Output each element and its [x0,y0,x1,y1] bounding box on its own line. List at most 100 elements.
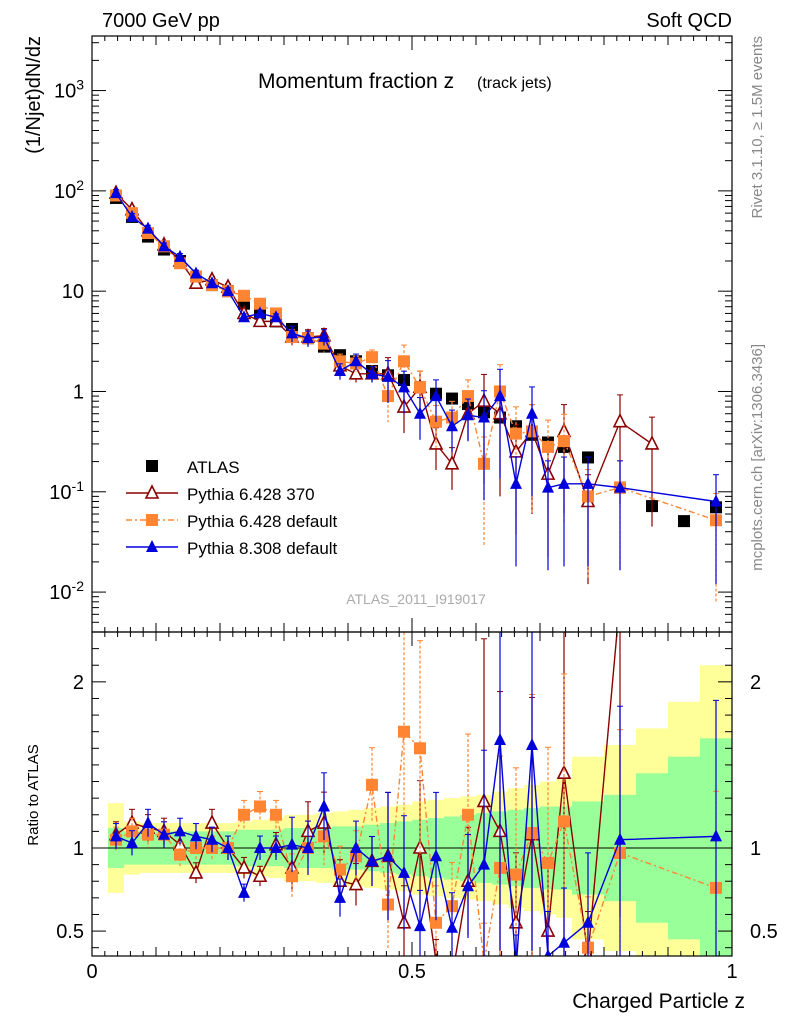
ratio-series-pythia-8-308-default [110,632,722,974]
ratio-point-pythia-8-308-default [222,841,234,853]
main-point-pythia-6-428-default [542,440,554,453]
main-point-pythia-6-428-370 [612,412,628,428]
ratio-point-pythia-8-308-default [302,841,314,853]
ratio-point-pythia-6-428-370 [556,764,572,780]
main-series-pythia-8-308-default [110,186,722,585]
ratio-y-tick-label: 1 [73,838,84,860]
ratio-point-pythia-8-308-default [430,849,442,862]
legend-marker [146,514,158,526]
main-point-pythia-8-308-default [542,480,554,493]
ratio-point-pythia-6-428-default [430,916,442,929]
main-point-pythia-8-308-default [430,389,442,402]
ratio-point-pythia-6-428-default [510,868,522,881]
ratio-point-pythia-6-428-default [238,808,250,821]
ratio-point-pythia-8-308-default [414,919,426,932]
y-tick-label: 10-2 [49,578,84,604]
ratio-point-pythia-6-428-default [542,856,554,869]
ratio-point-pythia-8-308-default [366,854,378,867]
ratio-y-tick-label: 2 [73,672,84,694]
main-point-pythia-8-308-default [366,366,378,379]
ratio-point-pythia-6-428-370 [188,864,204,879]
ratio-point-pythia-8-308-default [558,935,570,948]
ratio-point-pythia-8-308-default [526,737,538,750]
main-point-pythia-8-308-default [510,476,522,489]
main-point-pythia-8-308-default [110,186,122,199]
ratio-point-pythia-8-308-default [158,827,170,840]
main-point-pythia-8-308-default [286,326,298,339]
main-point-pythia-8-308-default [142,221,154,234]
axis-ticks [91,36,733,956]
ratio-point-pythia-6-428-default [558,815,570,828]
y-tick-label: 10 [62,281,84,303]
ratio-point-pythia-8-308-default [190,829,202,842]
ratio-point-pythia-6-428-default [254,800,266,813]
ratio-line-pythia-6-428-default [115,730,717,956]
x-tick-label: 1 [726,961,737,983]
main-point-pythia-6-428-370 [348,365,364,380]
main-point-pythia-8-308-default [270,310,282,323]
main-point-pythia-8-308-default [526,406,538,419]
main-point-pythia-8-308-default [174,249,186,262]
ratio-point-pythia-8-308-default [206,832,218,845]
main-point-pythia-6-428-default [558,435,570,448]
legend: ATLAS Pythia 6.428 370 Pythia 6.428 defaul… [126,458,338,558]
main-point-pythia-8-308-default [350,354,362,367]
data-series [108,184,722,983]
ratio-point-pythia-6-428-default [334,863,346,876]
ratio-point-pythia-8-308-default [494,733,506,745]
mcplots-reference-label: mcplots.cern.ch [arXiv:1306.3436] [749,344,766,571]
main-point-atlas [678,515,690,528]
main-point-pythia-8-308-default [398,380,410,393]
ratio-y-tick-label-right: 2 [750,672,761,694]
main-point-pythia-8-308-default [558,476,570,489]
main-point-pythia-8-308-default [302,331,314,344]
main-point-pythia-8-308-default [462,408,474,421]
ratio-point-pythia-6-428-default [270,808,282,821]
plot-title-main: Momentum fraction z [258,70,454,93]
ratio-point-pythia-6-428-default [174,848,186,861]
legend-marker [146,540,158,552]
ratio-point-pythia-8-308-default [334,890,346,903]
ratio-point-pythia-6-428-default [414,742,426,755]
ratio-point-pythia-8-308-default [382,849,394,862]
ratio-point-pythia-8-308-default [510,962,522,974]
ratio-point-pythia-6-428-370 [446,971,458,983]
ratio-y-tick-label-right: 0.5 [750,921,778,943]
ratio-point-pythia-6-428-370 [614,592,626,604]
main-point-pythia-8-308-default [382,369,394,382]
ratio-point-pythia-8-308-default [350,841,362,853]
legend-label: Pythia 6.428 370 [187,485,315,504]
main-point-pythia-6-428-default [238,289,250,302]
x-axis-label: Charged Particle z [572,990,745,1013]
ratio-point-pythia-8-308-default [462,879,474,892]
ratio-point-pythia-8-308-default [142,816,154,829]
x-tick-label: 0.5 [398,961,426,983]
analysis-watermark: ATLAS_2011_I919017 [346,591,486,607]
main-point-pythia-8-308-default [494,389,506,402]
main-point-pythia-8-308-default [614,480,626,493]
ratio-point-pythia-6-428-370 [252,867,268,883]
ratio-point-pythia-6-428-default [286,870,298,883]
main-point-pythia-8-308-default [414,406,426,419]
ratio-point-pythia-8-308-default [582,915,594,928]
legend-marker [144,484,160,499]
legend-label: Pythia 8.308 default [187,539,338,558]
ratio-point-pythia-8-308-default [710,829,722,842]
header-right-category: Soft QCD [646,10,732,32]
ratio-point-pythia-6-428-370 [204,814,220,829]
ratio-point-pythia-8-308-default [174,824,186,837]
ratio-point-pythia-8-308-default [398,865,410,878]
ratio-point-pythia-8-308-default [238,885,250,898]
main-point-pythia-6-428-default [510,427,522,440]
main-point-pythia-8-308-default [206,276,218,289]
main-point-pythia-6-428-default [366,351,378,364]
ratio-point-pythia-8-308-default [544,949,552,956]
main-point-pythia-8-308-default [582,476,594,489]
main-line-pythia-8-308-default [115,192,717,503]
ratio-point-pythia-8-308-default [110,829,122,842]
ratio-y-tick-label: 0.5 [56,921,84,943]
header-left-energy: 7000 GeV pp [102,10,220,32]
ratio-point-pythia-6-428-default [366,778,378,791]
